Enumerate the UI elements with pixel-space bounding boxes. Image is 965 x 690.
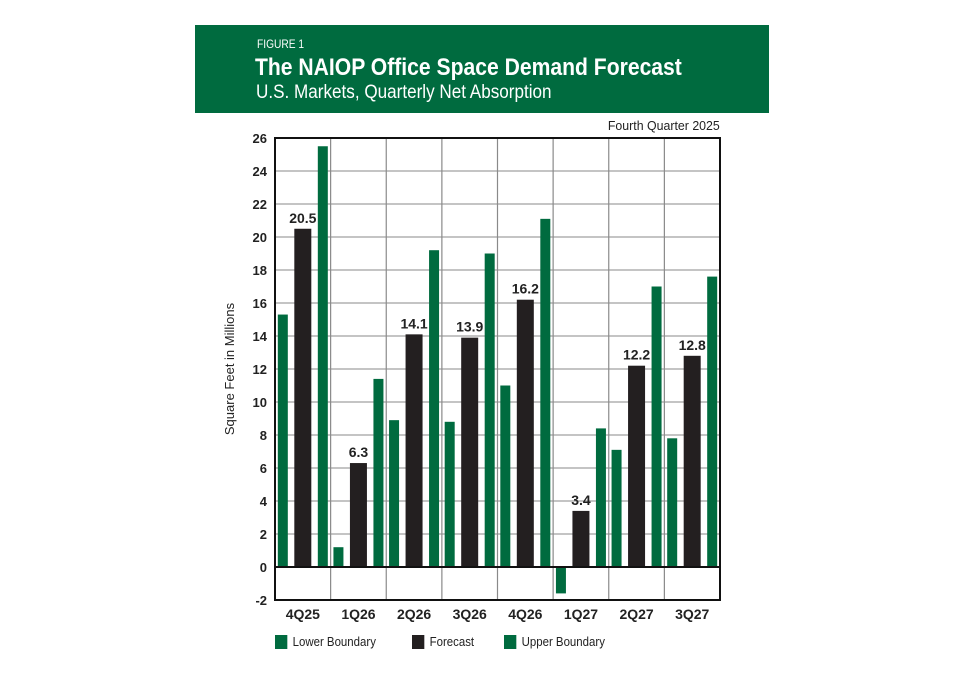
y-tick-label: 4 [260, 494, 268, 509]
data-label: 20.5 [289, 210, 316, 226]
data-label: 14.1 [400, 315, 427, 331]
y-axis-title: Square Feet in Millions [222, 302, 237, 435]
x-tick-label: 1Q27 [564, 606, 598, 622]
y-tick-label: 20 [253, 230, 267, 245]
legend-label-upper: Upper Boundary [521, 634, 606, 649]
legend-item-upper: Upper Boundary [504, 634, 605, 649]
x-tick-label: 2Q26 [397, 606, 431, 622]
bar-upper-boundary [317, 146, 328, 567]
bar-lower-boundary [277, 314, 288, 567]
y-tick-label: -2 [255, 593, 267, 608]
x-tick-label: 3Q26 [453, 606, 487, 622]
bar-lower-boundary [333, 547, 344, 567]
figure-header: FIGURE 1 The NAIOP Office Space Demand F… [195, 25, 769, 113]
y-tick-label: 16 [253, 296, 267, 311]
y-tick-label: 10 [253, 395, 267, 410]
period-note: Fourth Quarter 2025 [608, 118, 720, 133]
bar-forecast [516, 299, 534, 567]
x-tick-label: 4Q25 [286, 606, 320, 622]
y-tick-label: 18 [253, 263, 267, 278]
data-label: 3.4 [571, 492, 591, 508]
bar-upper-boundary [540, 218, 551, 567]
figure-label: FIGURE 1 [257, 37, 305, 51]
chart-title: The NAIOP Office Space Demand Forecast [255, 54, 682, 81]
legend-label-forecast: Forecast [429, 634, 474, 649]
y-tick-label: 8 [260, 428, 267, 443]
bar-lower-boundary [444, 421, 455, 567]
y-tick-label: 2 [260, 527, 267, 542]
bar-forecast [572, 510, 590, 567]
legend: Lower Boundary Forecast Upper Boundary [275, 634, 619, 649]
bar-lower-boundary [389, 420, 400, 567]
plot-frame [274, 137, 721, 601]
legend-label-lower: Lower Boundary [292, 634, 376, 649]
bar-upper-boundary [651, 286, 662, 567]
x-tick-label: 1Q26 [341, 606, 375, 622]
legend-item-forecast: Forecast [411, 634, 474, 649]
chart-subtitle: U.S. Markets, Quarterly Net Absorption [256, 82, 552, 103]
y-tick-label: 14 [253, 329, 268, 344]
data-label: 13.9 [456, 319, 483, 335]
bar-forecast [628, 365, 646, 567]
bar-forecast [349, 463, 367, 567]
bar-forecast [683, 355, 701, 567]
y-tick-label: 12 [253, 362, 267, 377]
data-label: 6.3 [349, 444, 369, 460]
bar-upper-boundary [429, 250, 440, 567]
y-tick-label: 0 [260, 560, 267, 575]
bar-forecast [294, 228, 312, 567]
y-tick-label: 6 [260, 461, 267, 476]
bar-lower-boundary [611, 449, 622, 567]
data-label: 12.2 [623, 347, 650, 363]
y-tick-label: 22 [253, 197, 267, 212]
y-tick-label: 26 [253, 131, 267, 146]
bar-upper-boundary [707, 276, 718, 567]
data-label: 12.8 [679, 337, 706, 353]
bar-lower-boundary [667, 438, 678, 567]
bar-forecast [405, 334, 423, 567]
y-tick-label: 24 [253, 164, 268, 179]
x-tick-label: 2Q27 [619, 606, 653, 622]
bar-upper-boundary [484, 253, 495, 567]
x-tick-label: 4Q26 [508, 606, 542, 622]
bar-lower-boundary [500, 385, 511, 567]
bar-lower-boundary [555, 567, 566, 594]
bar-forecast [461, 337, 479, 567]
bar-upper-boundary [373, 378, 384, 567]
data-label: 16.2 [512, 281, 539, 297]
legend-item-lower: Lower Boundary [275, 634, 376, 649]
bar-upper-boundary [595, 428, 606, 567]
legend-swatch-lower [275, 634, 288, 649]
x-tick-label: 3Q27 [675, 606, 709, 622]
legend-swatch-forecast [411, 634, 424, 649]
legend-swatch-upper [504, 634, 517, 649]
